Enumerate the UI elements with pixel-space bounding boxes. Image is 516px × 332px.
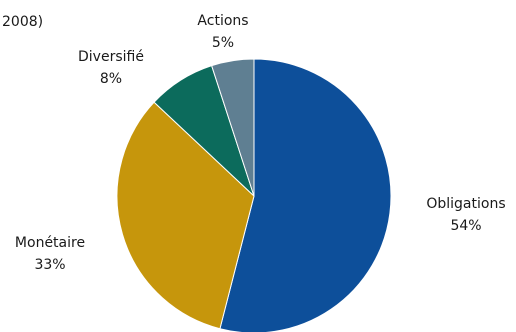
slice-value-diversifie: 8% <box>100 71 122 87</box>
pie-slice-monetaire <box>116 101 255 330</box>
chart-title-fragment: 2008) <box>2 14 43 30</box>
pie-slice-actions <box>211 58 255 197</box>
pie-slices <box>116 58 392 332</box>
pie-labels: Obligations 54% Monétaire 33% Diversifié 8% Ac… <box>15 13 506 273</box>
slice-value-actions: 5% <box>212 35 234 51</box>
pie-slice-obligations <box>219 58 392 332</box>
slice-label-monetaire: Monétaire <box>15 235 85 251</box>
slice-label-diversifie: Diversifié <box>78 49 144 65</box>
slice-value-monetaire: 33% <box>34 257 65 273</box>
slice-label-actions: Actions <box>197 13 248 29</box>
slice-value-obligations: 54% <box>450 218 481 234</box>
slice-label-obligations: Obligations <box>426 196 505 212</box>
